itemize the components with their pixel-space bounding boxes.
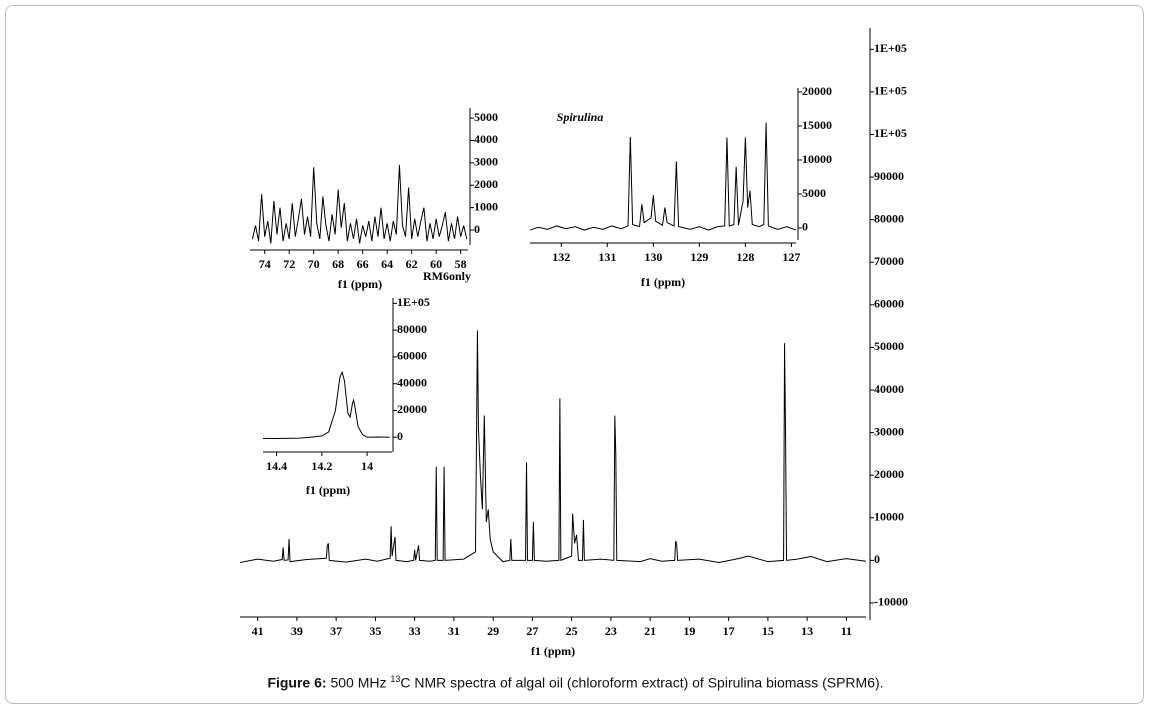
y-tick-label: 90000: [874, 169, 904, 183]
y-tick-label: 5000: [474, 110, 498, 124]
y-tick-label: 5000: [802, 186, 826, 200]
x-tick-label: 11: [841, 624, 852, 638]
caption-text: C NMR spectra of algal oil (chloroform e…: [400, 674, 884, 691]
x-tick-label: 128: [736, 250, 754, 264]
x-tick-label: 14: [361, 459, 373, 473]
x-tick-label: 21: [644, 624, 656, 638]
x-tick-label: 60: [430, 257, 442, 271]
x-tick-label: 58: [455, 257, 467, 271]
y-tick-label: 0: [474, 222, 480, 236]
y-tick-label: 1E+05: [874, 84, 907, 98]
x-tick-label: 15: [762, 624, 774, 638]
y-tick-label: -10000: [874, 595, 908, 609]
x-tick-label: 64: [381, 257, 393, 271]
x-tick-label: 14.4: [266, 459, 287, 473]
x-tick-label: 14.2: [311, 459, 332, 473]
caption-label: Figure 6:: [267, 674, 327, 691]
caption-pre: 500 MHz: [326, 674, 391, 691]
y-tick-label: 0: [874, 552, 880, 566]
y-tick-label: 1E+05: [397, 295, 430, 309]
spectrum: [262, 370, 390, 439]
y-tick-label: 10000: [874, 510, 904, 524]
y-tick-label: 40000: [874, 382, 904, 396]
x-tick-label: 19: [683, 624, 695, 638]
x-axis-label: f1 (ppm): [338, 277, 382, 291]
y-tick-label: 40000: [397, 375, 427, 389]
annotation: RM6: [423, 269, 449, 283]
spectrum: [239, 330, 867, 564]
x-tick-label: 70: [308, 257, 320, 271]
y-tick-label: 1E+05: [874, 126, 907, 140]
x-tick-label: 127: [782, 250, 800, 264]
x-axis-label: f1 (ppm): [641, 275, 685, 289]
x-tick-label: 39: [291, 624, 303, 638]
y-tick-label: 50000: [874, 339, 904, 353]
y-tick-label: 2000: [474, 177, 498, 191]
y-tick-label: 15000: [802, 118, 832, 132]
y-tick-label: 30000: [874, 424, 904, 438]
x-tick-label: 129: [690, 250, 708, 264]
y-tick-label: 20000: [874, 467, 904, 481]
y-tick-label: 0: [802, 220, 808, 234]
x-tick-label: 23: [605, 624, 617, 638]
x-tick-label: 62: [406, 257, 418, 271]
x-tick-label: 13: [801, 624, 813, 638]
y-tick-label: 70000: [874, 254, 904, 268]
x-tick-label: 25: [566, 624, 578, 638]
spectrum: [529, 122, 797, 231]
x-tick-label: 68: [332, 257, 344, 271]
y-tick-label: 80000: [397, 322, 427, 336]
y-tick-label: 60000: [874, 297, 904, 311]
spectrum: [251, 165, 468, 244]
x-tick-label: 17: [723, 624, 735, 638]
x-tick-label: 35: [369, 624, 381, 638]
y-tick-label: 80000: [874, 211, 904, 225]
y-tick-label: 0: [397, 429, 403, 443]
y-tick-label: 1E+05: [874, 41, 907, 55]
y-tick-label: 20000: [802, 84, 832, 98]
x-axis-label: f1 (ppm): [531, 644, 575, 658]
annotation: only: [449, 269, 471, 283]
y-tick-label: 4000: [474, 132, 498, 146]
x-tick-label: 29: [487, 624, 499, 638]
x-tick-label: 132: [552, 250, 570, 264]
figure-frame: [5, 5, 1144, 704]
y-tick-label: 1000: [474, 199, 498, 213]
x-tick-label: 74: [259, 257, 271, 271]
annotation: Spirulina: [557, 110, 604, 124]
x-tick-label: 27: [526, 624, 538, 638]
y-tick-label: 3000: [474, 155, 498, 169]
y-tick-label: 20000: [397, 402, 427, 416]
x-axis-label: f1 (ppm): [306, 483, 350, 497]
x-tick-label: 31: [448, 624, 460, 638]
x-tick-label: 41: [252, 624, 264, 638]
x-tick-label: 130: [644, 250, 662, 264]
y-tick-label: 60000: [397, 349, 427, 363]
x-tick-label: 37: [330, 624, 342, 638]
x-tick-label: 33: [409, 624, 421, 638]
x-tick-label: 66: [357, 257, 369, 271]
caption-sup: 13: [390, 674, 401, 684]
spectra: -100000100002000030000400005000060000700…: [239, 28, 908, 658]
x-tick-label: 72: [283, 257, 295, 271]
y-tick-label: 10000: [802, 152, 832, 166]
caption: Figure 6: 500 MHz 13C NMR spectra of alg…: [0, 674, 1151, 691]
x-tick-label: 131: [598, 250, 616, 264]
